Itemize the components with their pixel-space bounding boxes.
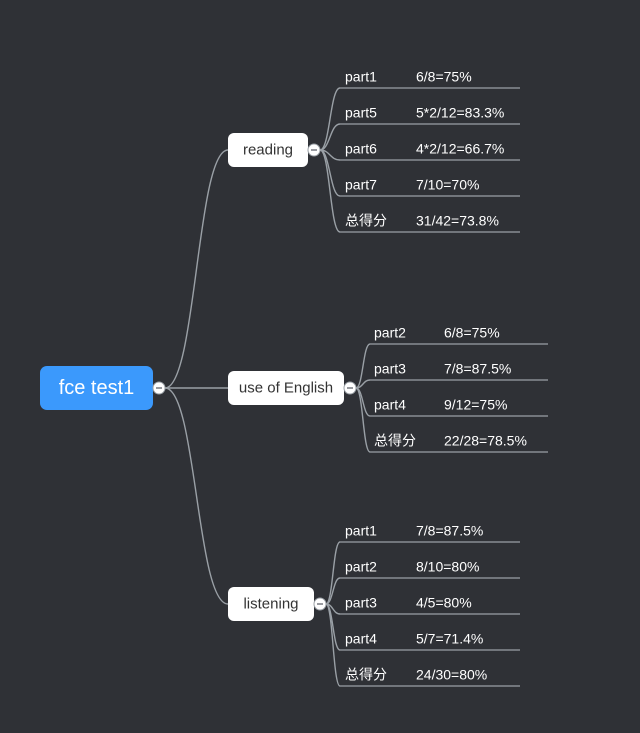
link-reading-leaf-0 bbox=[320, 88, 340, 150]
mindmap-canvas: fce test1 reading part1 6/8=75% part5 5*2/12=… bbox=[0, 0, 640, 733]
branch-label: use of English bbox=[239, 380, 333, 397]
leaf-value: 5*2/12=83.3% bbox=[416, 105, 504, 121]
branch-use-of-english[interactable]: use of English bbox=[228, 371, 344, 405]
leaf-value: 9/12=75% bbox=[444, 397, 507, 413]
leaf-listening-4[interactable]: 总得分 24/30=80% bbox=[340, 667, 520, 686]
branch-listening[interactable]: listening bbox=[228, 587, 314, 621]
leaf-label: part7 bbox=[345, 177, 377, 193]
leaf-label: part2 bbox=[345, 559, 377, 575]
leaf-label: 总得分 bbox=[374, 433, 416, 449]
link-use-of-english-leaf-0 bbox=[356, 344, 370, 388]
leaf-label: part4 bbox=[374, 397, 406, 413]
link-reading-leaf-4 bbox=[320, 150, 340, 232]
root-toggle[interactable] bbox=[153, 382, 165, 394]
leaf-value: 7/8=87.5% bbox=[416, 523, 483, 539]
leaf-value: 24/30=80% bbox=[416, 667, 487, 683]
leaf-use-of-english-2[interactable]: part4 9/12=75% bbox=[370, 397, 548, 416]
link-listening-leaf-0 bbox=[326, 542, 340, 604]
branch-label: reading bbox=[243, 142, 293, 159]
leaf-label: part1 bbox=[345, 69, 377, 85]
leaf-value: 6/8=75% bbox=[444, 325, 500, 341]
leaf-label: part3 bbox=[345, 595, 377, 611]
leaf-value: 4/5=80% bbox=[416, 595, 472, 611]
root-label: fce test1 bbox=[59, 377, 135, 399]
link-listening-leaf-4 bbox=[326, 604, 340, 686]
nodes-layer: fce test1 reading part1 6/8=75% part5 5*2/12=… bbox=[40, 69, 548, 686]
leaf-value: 4*2/12=66.7% bbox=[416, 141, 504, 157]
leaf-listening-1[interactable]: part2 8/10=80% bbox=[340, 559, 520, 578]
leaf-reading-0[interactable]: part1 6/8=75% bbox=[340, 69, 520, 88]
leaf-label: part5 bbox=[345, 105, 377, 121]
leaf-listening-0[interactable]: part1 7/8=87.5% bbox=[340, 523, 520, 542]
leaf-label: 总得分 bbox=[345, 213, 387, 229]
leaf-value: 31/42=73.8% bbox=[416, 213, 499, 229]
leaf-reading-1[interactable]: part5 5*2/12=83.3% bbox=[340, 105, 520, 124]
leaf-reading-2[interactable]: part6 4*2/12=66.7% bbox=[340, 141, 520, 160]
leaf-label: part2 bbox=[374, 325, 406, 341]
leaf-listening-3[interactable]: part4 5/7=71.4% bbox=[340, 631, 520, 650]
link-use-of-english-leaf-3 bbox=[356, 388, 370, 452]
branch-label: listening bbox=[243, 596, 298, 613]
branch-reading[interactable]: reading bbox=[228, 133, 308, 167]
leaf-use-of-english-1[interactable]: part3 7/8=87.5% bbox=[370, 361, 548, 380]
leaf-value: 5/7=71.4% bbox=[416, 631, 483, 647]
leaf-value: 22/28=78.5% bbox=[444, 433, 527, 449]
leaf-value: 8/10=80% bbox=[416, 559, 479, 575]
link-reading-leaf-1 bbox=[320, 124, 340, 150]
root-node[interactable]: fce test1 bbox=[40, 366, 153, 410]
leaf-label: 总得分 bbox=[345, 667, 387, 683]
link-root-listening bbox=[165, 388, 228, 604]
branch-toggle-listening[interactable] bbox=[314, 598, 326, 610]
leaf-label: part6 bbox=[345, 141, 377, 157]
link-root-reading bbox=[165, 150, 228, 388]
leaf-reading-4[interactable]: 总得分 31/42=73.8% bbox=[340, 213, 520, 232]
leaf-reading-3[interactable]: part7 7/10=70% bbox=[340, 177, 520, 196]
leaf-label: part4 bbox=[345, 631, 377, 647]
leaf-listening-2[interactable]: part3 4/5=80% bbox=[340, 595, 520, 614]
leaf-value: 7/10=70% bbox=[416, 177, 479, 193]
leaf-value: 7/8=87.5% bbox=[444, 361, 511, 377]
branch-toggle-use-of-english[interactable] bbox=[344, 382, 356, 394]
leaf-use-of-english-0[interactable]: part2 6/8=75% bbox=[370, 325, 548, 344]
leaf-value: 6/8=75% bbox=[416, 69, 472, 85]
branch-toggle-reading[interactable] bbox=[308, 144, 320, 156]
leaf-label: part1 bbox=[345, 523, 377, 539]
leaf-use-of-english-3[interactable]: 总得分 22/28=78.5% bbox=[370, 433, 548, 452]
leaf-label: part3 bbox=[374, 361, 406, 377]
